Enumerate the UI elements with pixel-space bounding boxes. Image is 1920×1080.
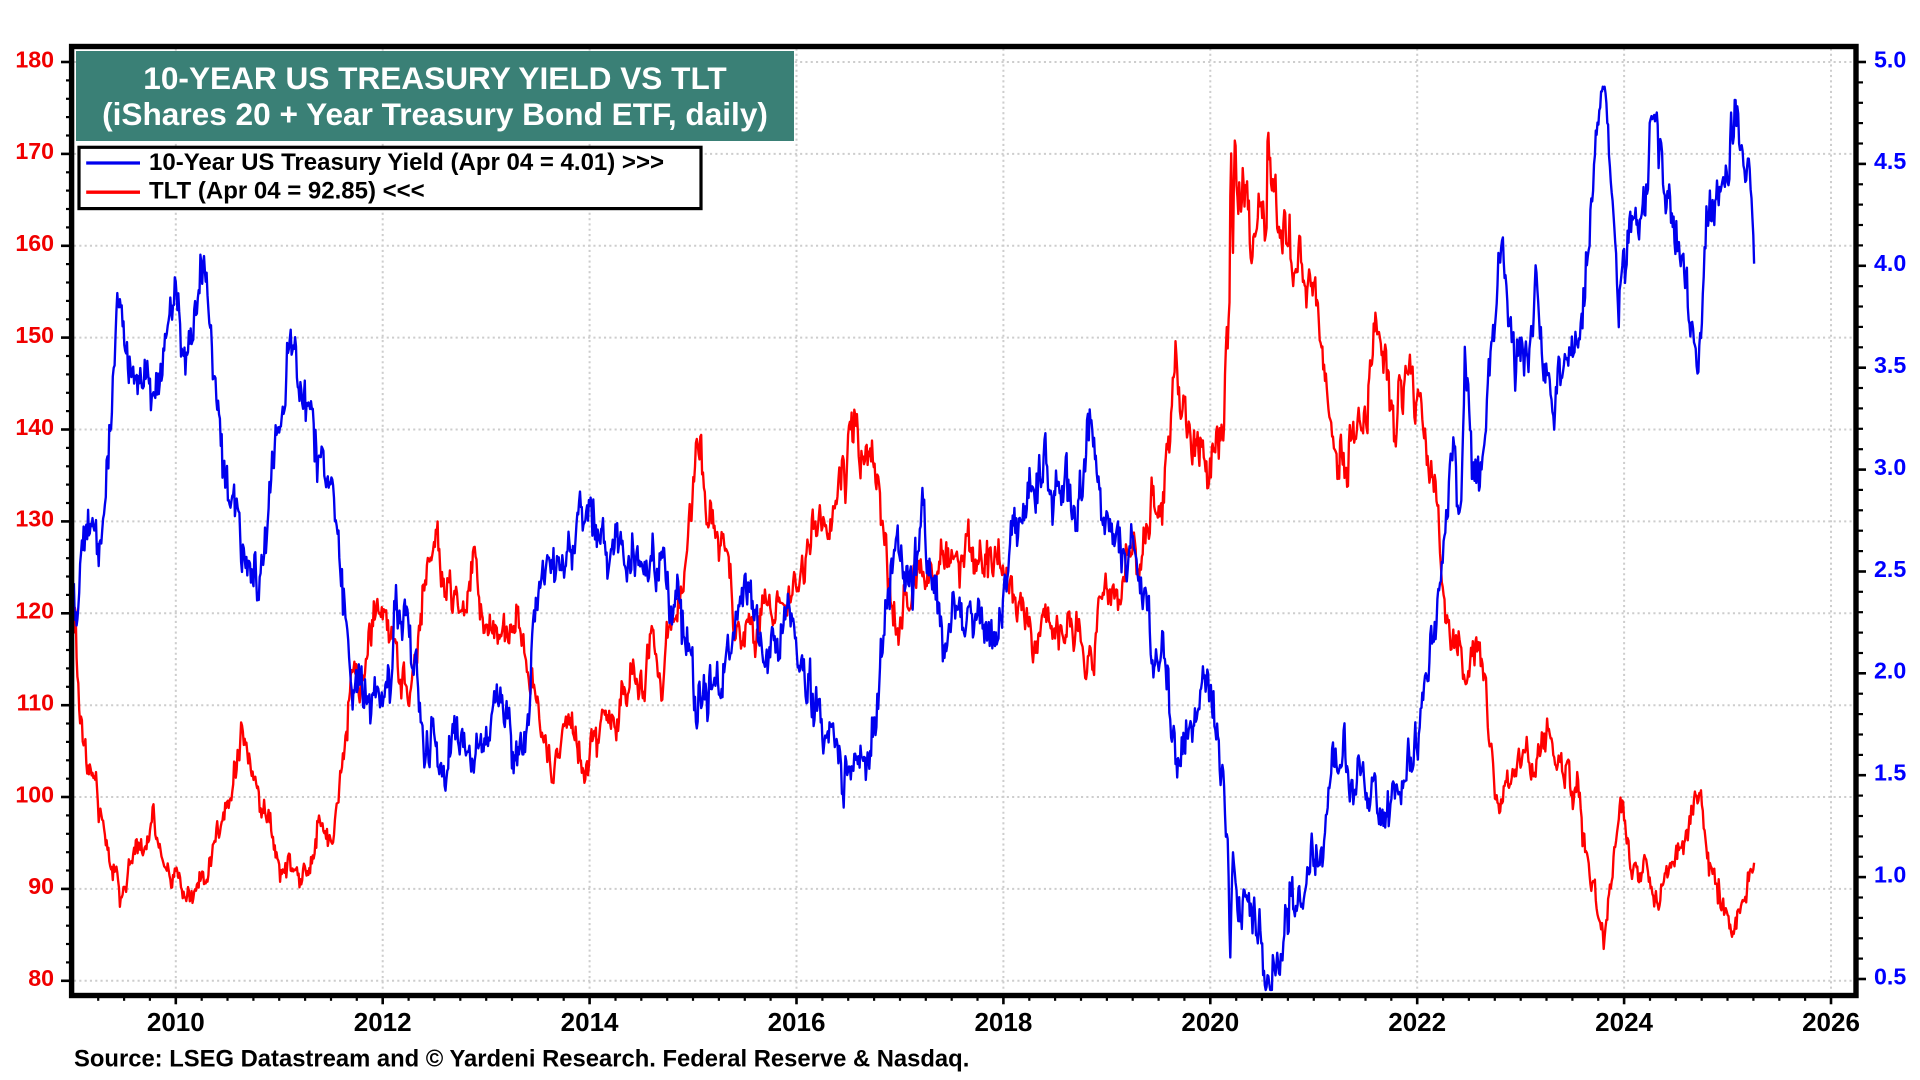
svg-text:3.5: 3.5 [1874, 352, 1906, 378]
svg-text:0.5: 0.5 [1874, 963, 1906, 989]
svg-text:2012: 2012 [354, 1007, 412, 1037]
svg-text:2018: 2018 [974, 1007, 1032, 1037]
svg-text:10-Year US Treasury Yield (Apr: 10-Year US Treasury Yield (Apr 04 = 4.01… [149, 149, 664, 176]
svg-text:2020: 2020 [1181, 1007, 1239, 1037]
svg-text:2026: 2026 [1802, 1007, 1860, 1037]
svg-text:1.0: 1.0 [1874, 861, 1906, 887]
svg-text:TLT (Apr 04 = 92.85) <<<: TLT (Apr 04 = 92.85) <<< [149, 177, 425, 204]
svg-text:100: 100 [15, 781, 54, 807]
svg-text:180: 180 [15, 46, 54, 72]
svg-text:2010: 2010 [147, 1007, 205, 1037]
svg-text:3.0: 3.0 [1874, 454, 1906, 480]
svg-text:5.0: 5.0 [1874, 46, 1906, 72]
svg-text:130: 130 [15, 506, 54, 532]
svg-text:2014: 2014 [561, 1007, 619, 1037]
svg-text:4.5: 4.5 [1874, 148, 1906, 174]
svg-text:(iShares 20 + Year Treasury Bo: (iShares 20 + Year Treasury Bond ETF, da… [102, 96, 768, 132]
svg-text:110: 110 [17, 690, 54, 716]
svg-text:140: 140 [15, 414, 54, 440]
svg-text:90: 90 [28, 873, 54, 899]
svg-text:2.0: 2.0 [1874, 658, 1906, 684]
svg-text:2022: 2022 [1388, 1007, 1446, 1037]
svg-text:10-YEAR US TREASURY YIELD VS T: 10-YEAR US TREASURY YIELD VS TLT [143, 60, 726, 96]
svg-text:170: 170 [15, 138, 54, 164]
svg-text:1.5: 1.5 [1874, 760, 1906, 786]
svg-text:Source: LSEG Datastream and ©: Source: LSEG Datastream and © Yardeni Re… [74, 1046, 969, 1073]
svg-text:2024: 2024 [1595, 1007, 1653, 1037]
svg-text:80: 80 [28, 965, 54, 991]
svg-text:2016: 2016 [768, 1007, 826, 1037]
svg-text:150: 150 [15, 322, 54, 348]
svg-text:120: 120 [15, 598, 54, 624]
svg-text:4.0: 4.0 [1874, 250, 1906, 276]
svg-text:2.5: 2.5 [1874, 556, 1906, 582]
svg-text:160: 160 [15, 230, 54, 256]
